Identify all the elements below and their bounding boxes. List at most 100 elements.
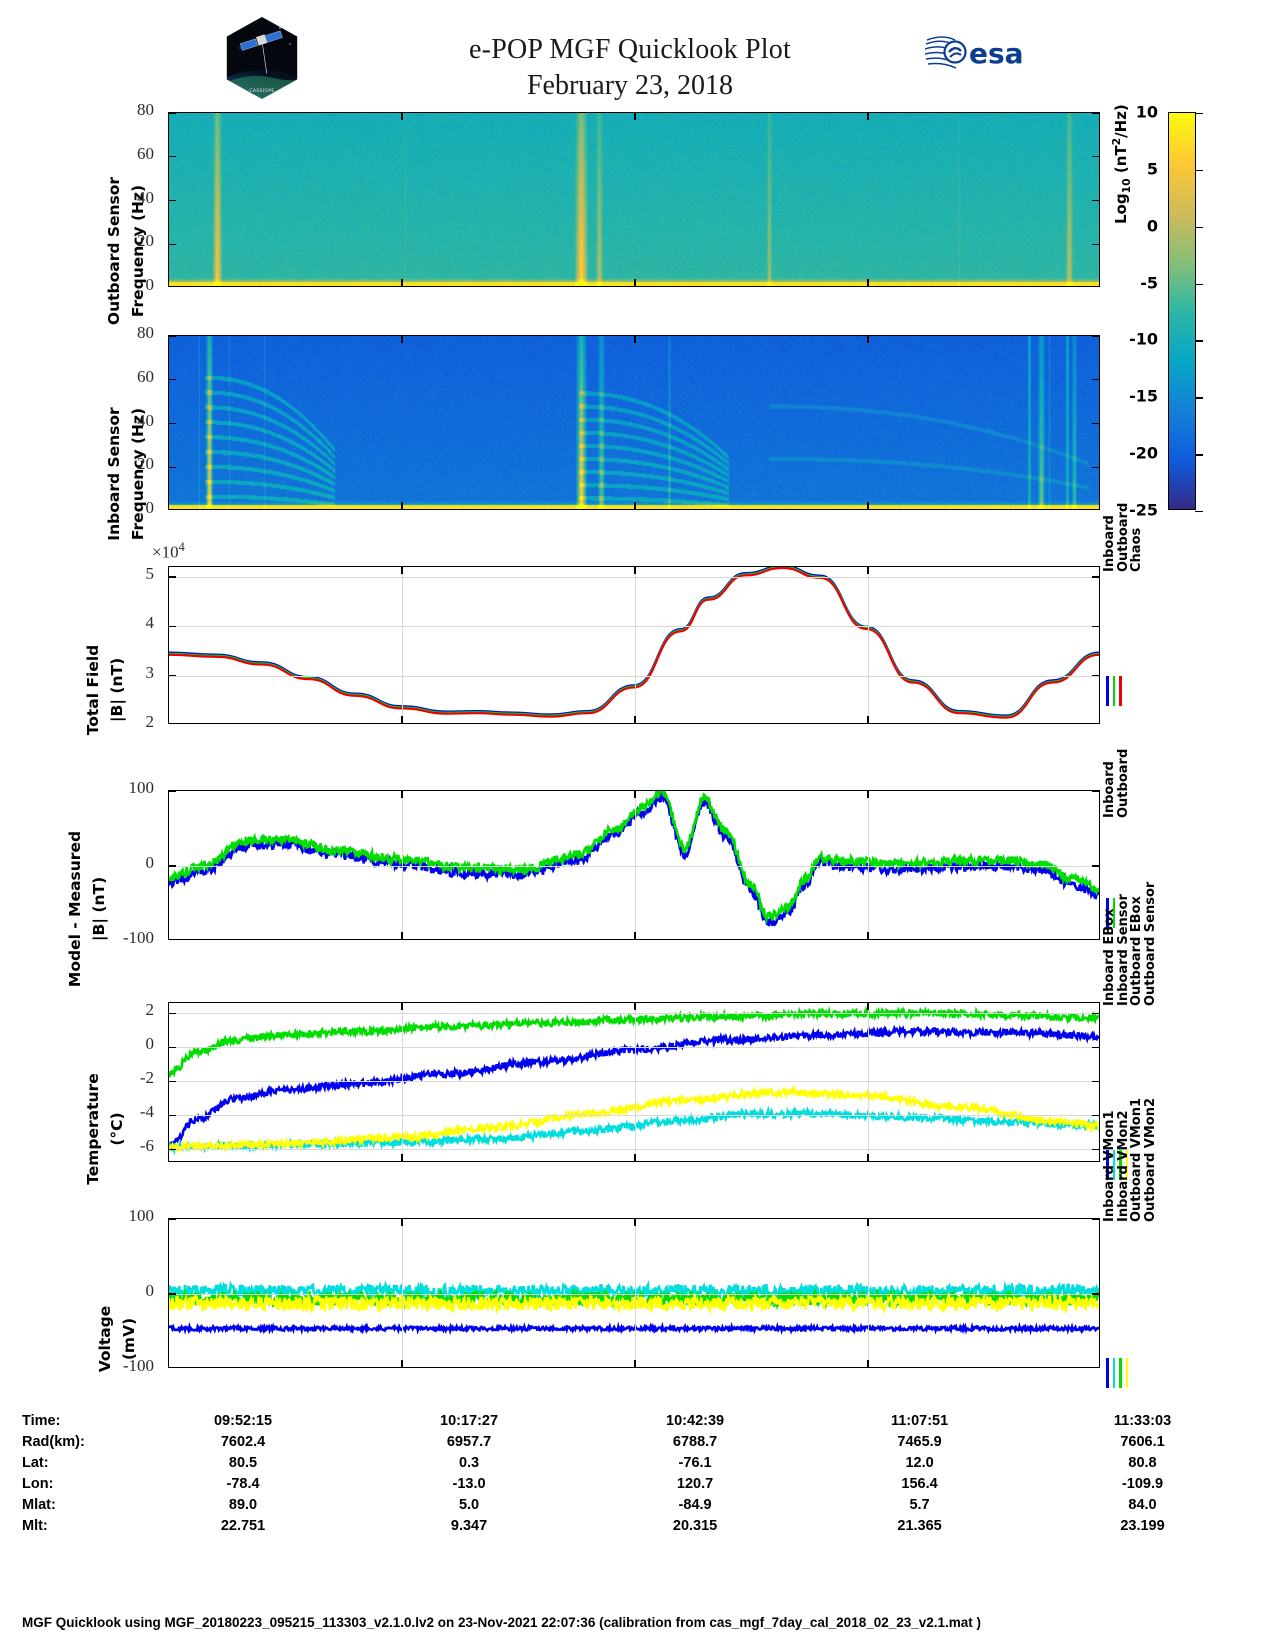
colorbar-tickmark bbox=[1195, 169, 1203, 172]
table-cell-value: 11:33:03 bbox=[1113, 1412, 1172, 1429]
ephemeris-table: Time: 09:52:15 10:17:27 10:42:39 11:07:51 11:… bbox=[22, 1410, 1254, 1536]
y-tickmark bbox=[169, 466, 176, 468]
y-tickmark bbox=[169, 379, 176, 381]
legend-voltage: Inboard VMon1 Inboard VMon2 Outboard VMon1… bbox=[1102, 1098, 1160, 1388]
gridline-vertical bbox=[635, 567, 636, 723]
total-field-series-1 bbox=[169, 567, 1099, 718]
spectrogram-image-outboard bbox=[169, 113, 1099, 286]
x-tickmark bbox=[867, 567, 869, 574]
svg-text:CASSIOPE: CASSIOPE bbox=[249, 88, 274, 94]
y-tickmark bbox=[1092, 422, 1099, 425]
x-tickmark bbox=[867, 336, 869, 343]
y-tickmark bbox=[169, 576, 176, 578]
x-tickmark bbox=[867, 716, 869, 723]
gridline-vertical bbox=[402, 567, 403, 723]
legend-model-minus-measured: Inboard Outboard bbox=[1102, 749, 1134, 928]
x-tickmark bbox=[401, 279, 403, 286]
colorbar-tickmark bbox=[1195, 511, 1203, 513]
voltage-traces bbox=[169, 1280, 1099, 1336]
y-tick-label: -6 bbox=[139, 1136, 154, 1156]
x-tickmark bbox=[634, 336, 636, 343]
y-tick-label: 0 bbox=[145, 853, 155, 872]
axes-inboard-spectrogram bbox=[168, 335, 1100, 510]
table-row: Lat: 80.5 0.3 -76.1 12.0 80.8 bbox=[22, 1452, 1254, 1473]
spectrogram-image-inboard bbox=[169, 336, 1099, 509]
y-tickmark bbox=[169, 791, 176, 792]
gridline-horizontal bbox=[169, 626, 1099, 628]
title-main-text: e-POP MGF Quicklook Plot bbox=[469, 34, 791, 65]
table-cell-value: 7465.9 bbox=[897, 1433, 942, 1450]
model-minus-measured-traces bbox=[169, 791, 1099, 927]
y-tick-label: 20 bbox=[137, 454, 154, 474]
x-tickmark bbox=[634, 1219, 636, 1226]
yaxis-exponent-total-field: ×104 bbox=[152, 540, 185, 562]
legend-model-minus-measured-label: Inboard bbox=[1102, 761, 1117, 818]
y-tickmark bbox=[1092, 1046, 1099, 1048]
y-tickmark bbox=[169, 865, 176, 867]
table-row: Mlat: 89.0 5.0 -84.9 5.7 84.0 bbox=[22, 1494, 1254, 1515]
gridline-horizontal bbox=[169, 1115, 1099, 1117]
table-cell-value: 5.7 bbox=[909, 1496, 930, 1513]
y-tickmark bbox=[1092, 625, 1099, 627]
x-tickmark bbox=[401, 567, 403, 574]
y-tick-label: 0 bbox=[145, 1034, 155, 1054]
axes-total-field bbox=[168, 566, 1100, 724]
table-row: Time: 09:52:15 10:17:27 10:42:39 11:07:51 11:… bbox=[22, 1410, 1254, 1431]
table-cell-value: 09:52:15 bbox=[213, 1412, 273, 1429]
x-tickmark bbox=[867, 1154, 869, 1161]
y-tick-label: 0 bbox=[145, 275, 155, 294]
y-tickmark bbox=[169, 1046, 176, 1048]
ylabel-model-minus-measured: Model - Measured bbox=[66, 830, 84, 988]
axes-outboard-spectrogram bbox=[168, 112, 1100, 287]
legend-temperature-swatch bbox=[1125, 1150, 1129, 1180]
x-tickmark bbox=[634, 1360, 636, 1367]
gridline-horizontal bbox=[169, 1013, 1099, 1015]
legend-temperature-label: Outboard EBox bbox=[1129, 896, 1144, 1006]
table-cell-value: 0.3 bbox=[458, 1454, 480, 1471]
table-row-label: Mlt: bbox=[22, 1517, 48, 1534]
temp-trace-3 bbox=[169, 1085, 1099, 1154]
y-tick-label: 100 bbox=[128, 1206, 155, 1225]
x-tickmark bbox=[634, 1003, 636, 1010]
y-tickmark bbox=[1092, 1148, 1099, 1151]
temp-trace-2 bbox=[169, 1005, 1099, 1078]
gridline-vertical bbox=[402, 1219, 403, 1367]
gridline-horizontal bbox=[169, 1047, 1099, 1049]
legend-voltage-swatch bbox=[1125, 1358, 1129, 1388]
x-tickmark bbox=[401, 716, 403, 723]
gridline-horizontal bbox=[169, 1149, 1099, 1151]
y-tick-label: 2 bbox=[145, 712, 155, 731]
x-tickmark bbox=[401, 1360, 403, 1367]
x-tickmark bbox=[867, 502, 869, 509]
table-row-label: Time: bbox=[22, 1412, 61, 1429]
y-tick-label: 80 bbox=[137, 323, 154, 342]
y-tickmark bbox=[169, 1012, 176, 1014]
legend-voltage-label: Outboard VMon2 bbox=[1142, 1097, 1158, 1222]
legend-total-field-label: Inboard bbox=[1102, 515, 1117, 572]
y-tickmark bbox=[1092, 156, 1099, 158]
y-tickmark bbox=[169, 1219, 176, 1220]
x-tickmark bbox=[401, 113, 403, 120]
y-tick-label: -100 bbox=[122, 928, 154, 947]
colorbar-tickmark bbox=[1195, 454, 1203, 456]
x-tickmark bbox=[401, 336, 403, 343]
y-tickmark bbox=[1092, 113, 1099, 114]
table-cell-value: -78.4 bbox=[226, 1475, 260, 1492]
x-tickmark bbox=[634, 716, 636, 723]
table-cell-value: -109.9 bbox=[1121, 1475, 1164, 1492]
gridline-horizontal bbox=[169, 675, 1099, 677]
table-row-label: Lat: bbox=[22, 1454, 49, 1471]
y-tick-label: 60 bbox=[137, 366, 154, 386]
y-tickmark bbox=[1092, 379, 1099, 381]
x-tickmark bbox=[401, 932, 403, 939]
gridline-vertical bbox=[868, 791, 869, 939]
x-tickmark bbox=[401, 502, 403, 509]
y-tickmark bbox=[169, 422, 176, 425]
legend-voltage-label: Inboard VMon1 bbox=[1102, 1110, 1117, 1222]
legend-temperature-swatch bbox=[1119, 1150, 1122, 1180]
table-cell-value: 80.5 bbox=[228, 1454, 258, 1471]
y-tickmark bbox=[1092, 1219, 1099, 1220]
y-tickmark bbox=[169, 199, 176, 202]
table-row: Rad(km): 7602.4 6957.7 6788.7 7465.9 7606.1 bbox=[22, 1431, 1254, 1452]
y-tickmark bbox=[1092, 1293, 1099, 1295]
